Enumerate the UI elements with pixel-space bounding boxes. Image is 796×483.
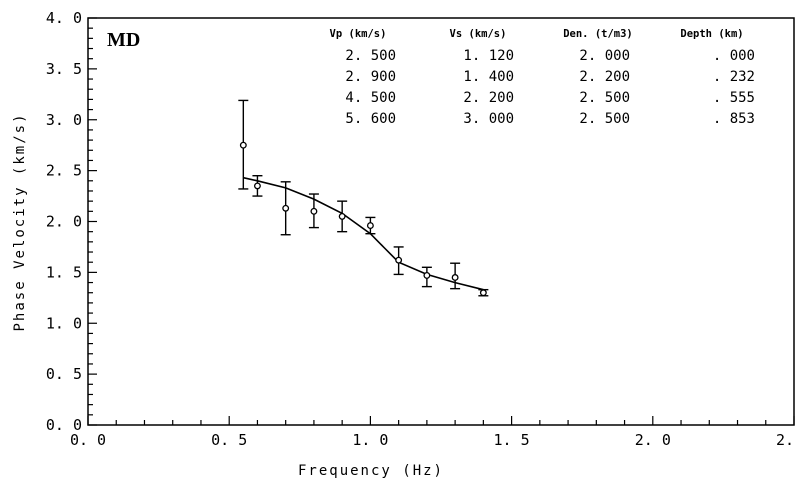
data-point	[338, 212, 346, 220]
table-cell: . 853	[713, 111, 755, 127]
data-point	[451, 274, 459, 281]
table-header-depth: Depth (km)	[680, 28, 743, 40]
data-point	[395, 256, 403, 264]
y-tick-label: 1. 0	[46, 314, 82, 332]
table-cell: 2. 900	[345, 69, 396, 85]
x-axis-title: Frequency (Hz)	[298, 463, 444, 479]
y-tick-label: 2. 0	[46, 213, 82, 231]
y-tick-label: 1. 5	[46, 263, 82, 281]
data-point	[479, 289, 487, 297]
plot-frame	[87, 17, 795, 426]
table-header-vp: Vp (km/s)	[330, 28, 387, 40]
data-point	[310, 207, 318, 215]
x-tick-label: 2. 5	[776, 431, 796, 449]
x-tick-label: 0. 5	[211, 431, 247, 449]
table-cell: 2. 500	[345, 48, 396, 64]
fitted-dispersion-curve	[243, 176, 484, 291]
data-point	[282, 204, 290, 212]
x-tick-label: 0. 0	[70, 431, 106, 449]
table-cell: 2. 500	[579, 111, 630, 127]
x-tick-label: 1. 5	[494, 431, 530, 449]
table-cell: 5. 600	[345, 111, 396, 127]
data-point	[239, 141, 247, 149]
table-cell: 2. 200	[463, 90, 514, 106]
data-point	[253, 182, 261, 190]
panel-label: MD	[107, 29, 140, 51]
table-cell: . 555	[713, 90, 755, 106]
y-tick-label: 4. 0	[46, 9, 82, 27]
x-axis-tick-labels: 0. 0 0. 5 1. 0 1. 5 2. 0 2. 5	[70, 431, 796, 449]
table-cell: . 000	[713, 48, 755, 64]
x-tick-label: 1. 0	[352, 431, 388, 449]
y-axis-tick-labels: 0. 0 0. 5 1. 0 1. 5 2. 0 2. 5 3. 0 3. 5 4. 0	[46, 9, 82, 434]
data-marks	[238, 99, 489, 297]
table-cell: 1. 120	[463, 48, 514, 64]
table-header-den: Den. (t/m3)	[563, 28, 633, 40]
y-tick-label: 0. 0	[46, 416, 82, 434]
x-tick-label: 2. 0	[635, 431, 671, 449]
y-axis-ticks	[88, 17, 97, 426]
model-table: Vp (km/s) Vs (km/s) Den. (t/m3) Depth (k…	[330, 28, 755, 127]
table-cell: 2. 200	[579, 69, 630, 85]
table-cell: 4. 500	[345, 90, 396, 106]
data-point	[366, 222, 374, 230]
y-tick-label: 3. 5	[46, 60, 82, 78]
y-tick-label: 3. 0	[46, 111, 82, 129]
table-cell: 3. 000	[463, 111, 514, 127]
table-cell: 2. 000	[579, 48, 630, 64]
x-axis-ticks	[87, 416, 795, 425]
y-tick-label: 2. 5	[46, 162, 82, 180]
y-axis-title: Phase Velocity (km/s)	[12, 112, 28, 331]
table-cell: 1. 400	[463, 69, 514, 85]
y-tick-label: 0. 5	[46, 365, 82, 383]
data-point	[423, 271, 431, 279]
table-header-vs: Vs (km/s)	[450, 28, 507, 40]
table-cell: 2. 500	[579, 90, 630, 106]
table-cell: . 232	[713, 69, 755, 85]
